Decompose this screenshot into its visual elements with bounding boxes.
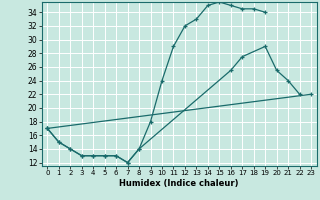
X-axis label: Humidex (Indice chaleur): Humidex (Indice chaleur): [119, 179, 239, 188]
